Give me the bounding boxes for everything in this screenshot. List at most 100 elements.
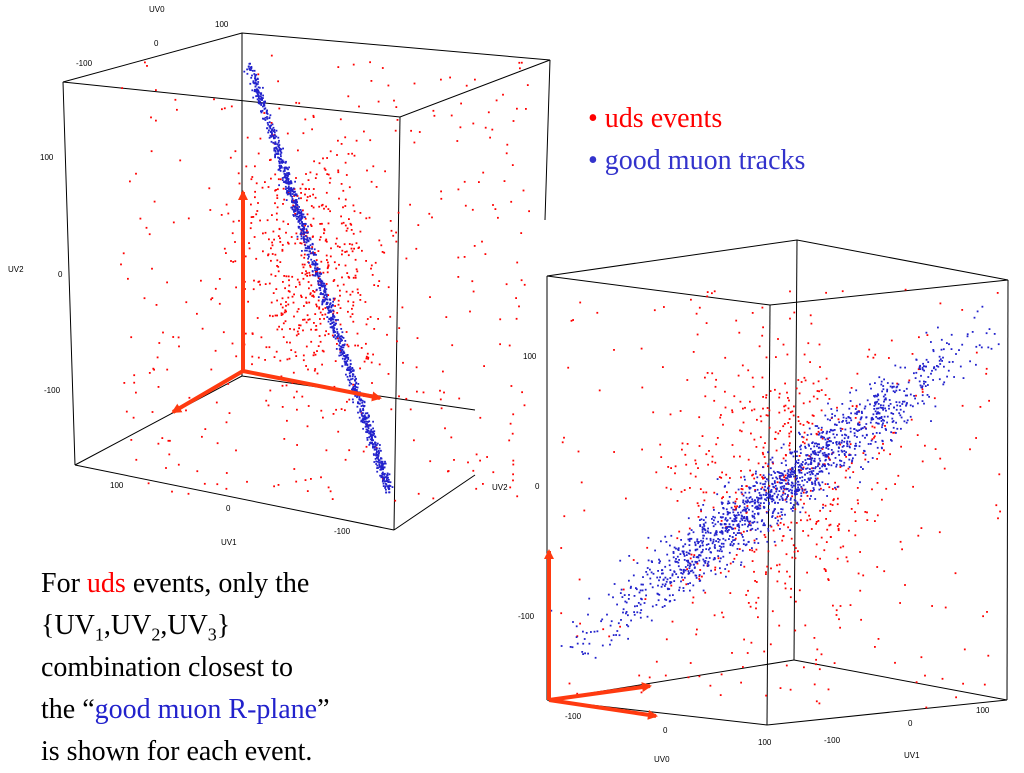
uds-point xyxy=(786,483,788,485)
muon-point xyxy=(849,430,852,433)
muon-point xyxy=(805,491,808,494)
uds-point xyxy=(130,439,133,441)
muon-point xyxy=(334,334,336,337)
uds-point xyxy=(394,129,397,132)
uds-point xyxy=(305,321,308,324)
muon-point xyxy=(739,511,742,514)
muon-point xyxy=(874,394,877,397)
muon-point xyxy=(878,417,881,420)
muon-point xyxy=(288,166,290,169)
muon-point xyxy=(907,381,910,384)
muon-point xyxy=(627,598,630,600)
muon-point xyxy=(359,410,362,413)
muon-point xyxy=(372,443,374,446)
uds-point xyxy=(188,396,191,399)
uds-point xyxy=(351,290,354,293)
uds-point xyxy=(793,405,795,408)
uds-point xyxy=(816,648,819,651)
muon-point xyxy=(618,634,621,637)
muon-point xyxy=(731,520,734,523)
uds-point xyxy=(703,499,706,502)
muon-point xyxy=(742,539,745,542)
legend: • uds events • good muon tracks xyxy=(588,98,805,182)
uds-point xyxy=(349,315,352,318)
muon-point xyxy=(616,630,619,632)
muon-point xyxy=(300,210,303,213)
uds-point xyxy=(127,277,129,280)
uds-point xyxy=(788,432,791,435)
uds-point xyxy=(209,209,212,211)
uds-point xyxy=(285,301,287,303)
uds-point xyxy=(739,455,741,458)
muon-point xyxy=(875,416,878,418)
uds-point xyxy=(460,102,462,105)
uds-point xyxy=(828,398,831,400)
uds-point xyxy=(337,66,340,68)
uds-point xyxy=(450,114,453,117)
uds-point xyxy=(753,438,756,441)
uds-point xyxy=(815,522,817,525)
uds-point xyxy=(143,297,146,300)
muon-point xyxy=(830,453,833,456)
muon-point xyxy=(832,433,835,436)
uds-point xyxy=(701,435,704,437)
uds-point xyxy=(268,238,270,241)
muon-point xyxy=(376,450,378,453)
uds-point xyxy=(721,471,723,474)
muon-point xyxy=(779,478,782,481)
muon-point xyxy=(830,408,833,410)
muon-point xyxy=(790,473,792,476)
muon-point xyxy=(270,140,273,143)
muon-point xyxy=(324,291,327,294)
muon-point xyxy=(832,462,835,464)
muon-point xyxy=(309,238,312,241)
muon-point xyxy=(329,326,332,329)
muon-point xyxy=(266,113,269,115)
uds-point xyxy=(276,218,278,221)
muon-point xyxy=(723,485,726,488)
uds-point xyxy=(150,150,153,153)
muon-point xyxy=(918,380,921,383)
uds-point xyxy=(682,579,685,581)
uds-point xyxy=(295,480,298,483)
muon-point xyxy=(776,522,779,525)
muon-point xyxy=(714,523,717,526)
uds-point xyxy=(179,159,182,162)
muon-point xyxy=(814,474,817,477)
muon-point xyxy=(657,570,659,572)
muon-point xyxy=(809,468,811,470)
muon-point xyxy=(893,406,895,409)
muon-point xyxy=(755,505,757,508)
muon-point xyxy=(345,361,348,364)
uds-point xyxy=(216,483,219,486)
uds-point xyxy=(304,273,307,276)
muon-point xyxy=(940,338,943,341)
muon-point xyxy=(747,523,750,526)
uds-point xyxy=(353,247,355,250)
muon-point xyxy=(687,570,690,572)
uds-point xyxy=(955,696,957,699)
muon-point xyxy=(876,422,879,425)
uds-point xyxy=(904,584,906,586)
uds-point xyxy=(238,182,241,185)
muon-point xyxy=(252,96,255,99)
muon-point xyxy=(346,375,349,378)
uds-point xyxy=(472,290,475,293)
uds-point xyxy=(570,319,573,322)
uds-point xyxy=(807,342,810,345)
uds-point xyxy=(775,449,778,452)
uds-point xyxy=(358,246,360,249)
uds-point xyxy=(319,236,322,238)
muon-point xyxy=(672,552,675,554)
uds-point xyxy=(324,334,326,337)
uds-point xyxy=(670,467,672,469)
muon-point xyxy=(678,589,680,592)
uds-point xyxy=(736,505,738,508)
muon-point xyxy=(885,398,887,401)
muon-point xyxy=(271,129,273,132)
right-arrow-lower xyxy=(548,698,658,720)
right-plot: 100 UV2 0 -100 -100 0 100 UV0 -100 0 100… xyxy=(492,239,1009,764)
uds-point xyxy=(641,448,643,451)
muon-point xyxy=(882,407,884,409)
muon-point xyxy=(822,431,824,433)
